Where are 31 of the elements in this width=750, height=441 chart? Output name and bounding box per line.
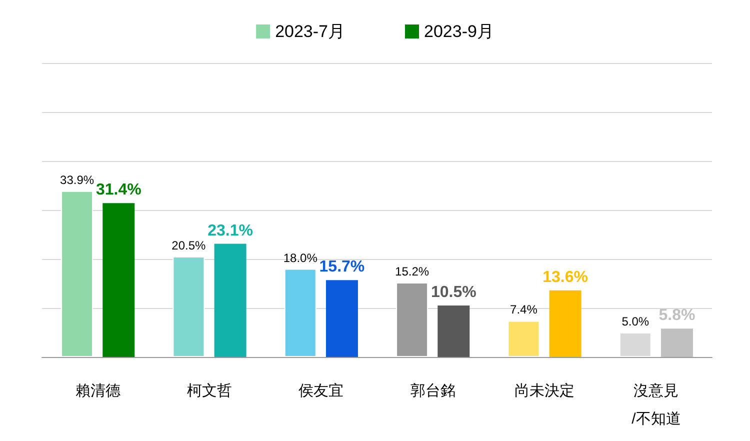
bar: [284, 268, 316, 357]
bar: [102, 203, 135, 357]
bar: [549, 290, 582, 357]
x-tick-label: 侯友宜: [298, 382, 344, 400]
data-label: 15.7%: [319, 258, 365, 276]
bar: [214, 244, 246, 357]
data-label: 33.9%: [60, 172, 94, 187]
x-tick-label: 沒意見 /不知道: [632, 382, 681, 428]
bar: [508, 320, 540, 357]
bar: [660, 328, 693, 357]
x-tick-label: 尚未決定: [514, 382, 574, 400]
data-label: 23.1%: [208, 222, 253, 240]
data-label: 20.5%: [172, 238, 206, 253]
bar: [438, 306, 470, 357]
bar: [61, 190, 94, 357]
bar: [619, 332, 652, 357]
data-label: 18.0%: [283, 250, 318, 265]
x-tick-label: 柯文哲: [187, 382, 232, 400]
legend-label: 2023-9月: [424, 22, 494, 41]
bar: [172, 256, 205, 357]
data-label: 13.6%: [542, 268, 588, 286]
data-label: 10.5%: [430, 284, 476, 302]
bar: [326, 280, 358, 357]
data-label: 31.4%: [96, 182, 142, 199]
data-label: 7.4%: [510, 302, 538, 317]
x-tick-label: 郭台銘: [410, 382, 456, 400]
data-label: 15.2%: [395, 264, 430, 279]
x-tick-label: 賴清德: [75, 382, 120, 400]
data-label: 5.8%: [658, 307, 696, 324]
data-label: 5.0%: [622, 314, 650, 328]
legend-label: 2023-7月: [275, 22, 346, 41]
